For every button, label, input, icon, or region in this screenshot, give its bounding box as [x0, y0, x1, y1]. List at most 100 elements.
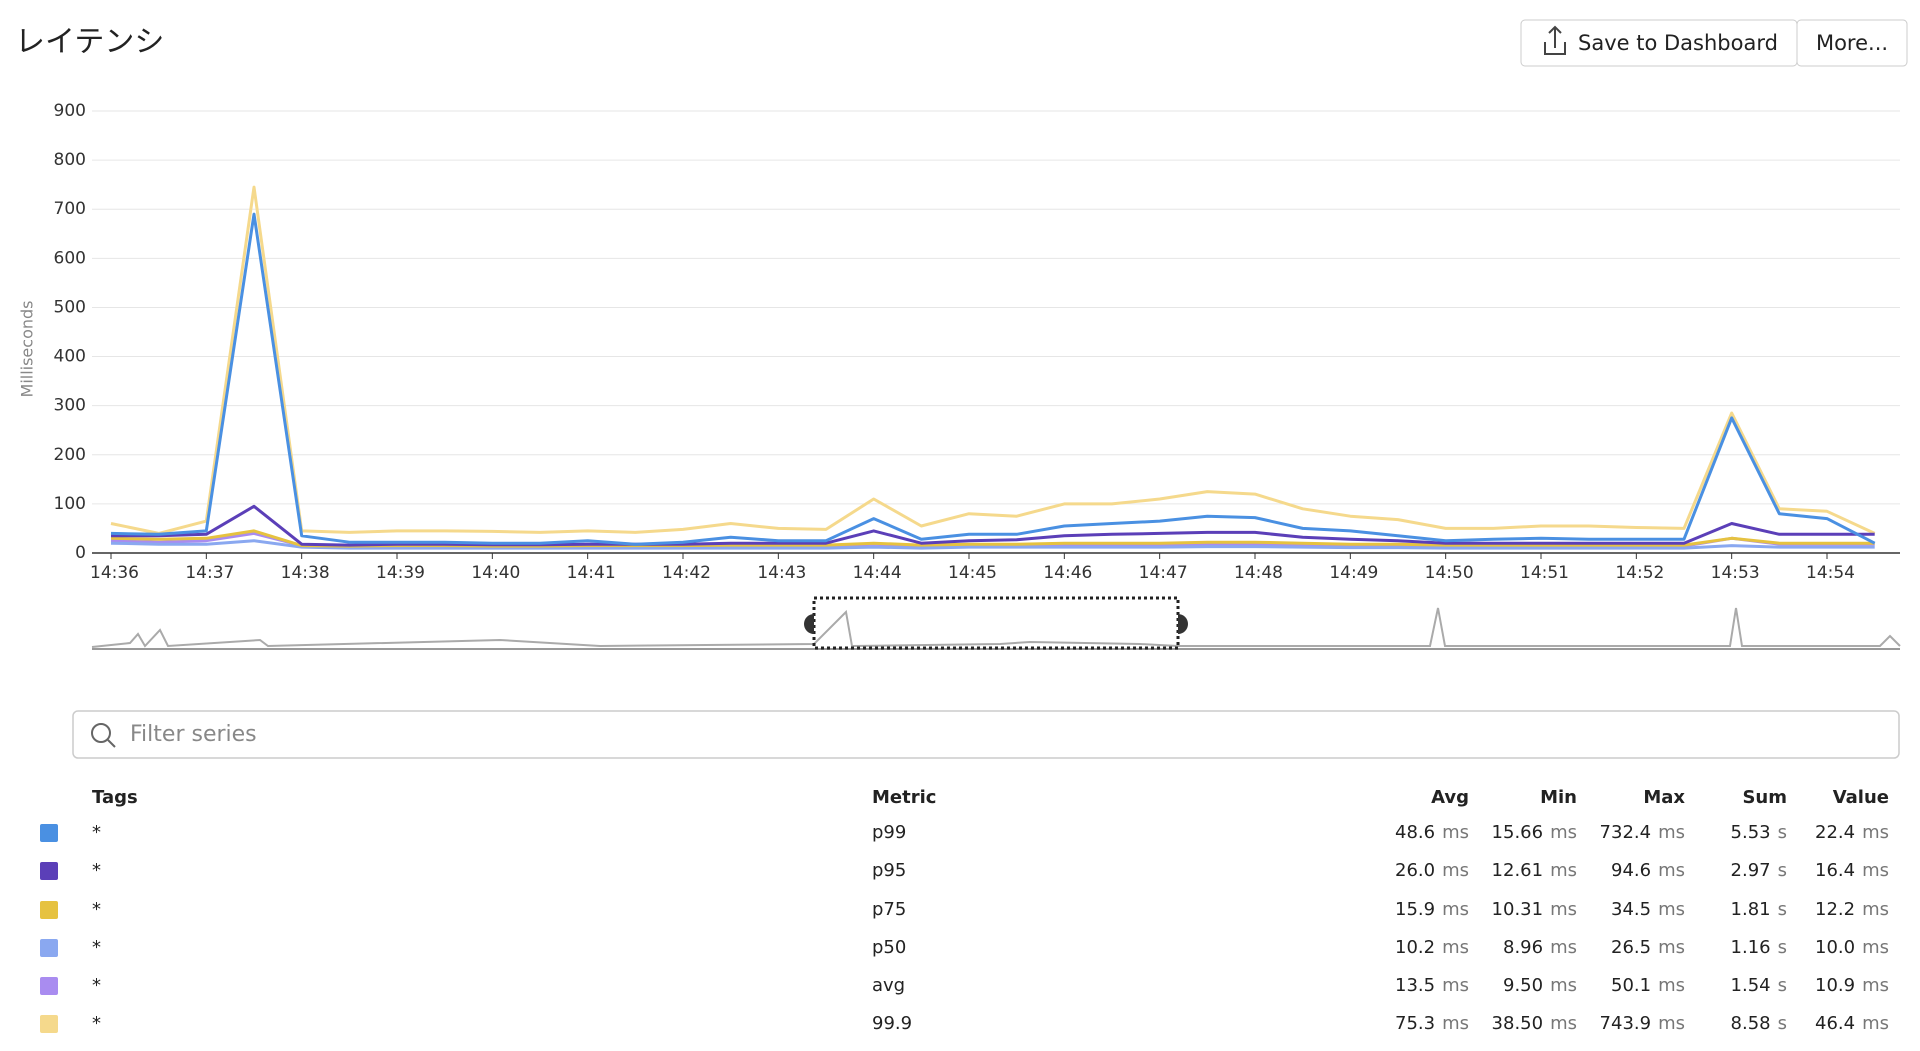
x-tick-label: 14:38	[281, 563, 330, 583]
stat-unit: s	[1778, 822, 1787, 843]
metric-cell: p95	[872, 860, 906, 881]
x-tick-label: 14:43	[757, 563, 806, 583]
stat-value: 732.4	[1600, 822, 1652, 843]
stat-value: 12.61	[1492, 860, 1544, 881]
stat-value: 16.4	[1815, 860, 1855, 881]
stat-unit: ms	[1658, 899, 1685, 920]
stat-unit: ms	[1658, 975, 1685, 996]
x-tick-label: 14:54	[1806, 563, 1855, 583]
stat-unit: s	[1778, 937, 1787, 958]
stat-value: 75.3	[1395, 1013, 1435, 1034]
save-button[interactable]: Save to Dashboard	[1520, 19, 1798, 67]
stat-unit: ms	[1442, 822, 1469, 843]
stat-unit: s	[1778, 975, 1787, 996]
stat-cell: 34.5 ms	[1611, 899, 1685, 920]
stat-value: 34.5	[1611, 899, 1651, 920]
navigator[interactable]	[91, 596, 1901, 650]
x-tick-label: 14:47	[1139, 563, 1188, 583]
metric-cell: avg	[872, 975, 905, 996]
stat-value: 15.9	[1395, 899, 1435, 920]
stat-cell: 16.4 ms	[1815, 860, 1889, 881]
stat-value: 9.50	[1503, 975, 1543, 996]
stat-value: 46.4	[1815, 1013, 1855, 1034]
stat-cell: 9.50 ms	[1503, 975, 1577, 996]
more-button[interactable]: More...	[1796, 19, 1908, 67]
y-tick-label: 400	[54, 347, 86, 367]
y-tick-label: 500	[54, 297, 86, 317]
y-tick-label: 800	[54, 150, 86, 170]
stat-cell: 8.58 s	[1731, 1013, 1787, 1034]
x-tick-label: 14:52	[1615, 563, 1664, 583]
stat-value: 26.0	[1395, 860, 1435, 881]
stat-cell: 732.4 ms	[1600, 822, 1685, 843]
series-line	[110, 185, 1876, 535]
stat-cell: 1.16 s	[1731, 937, 1787, 958]
stat-cell: 743.9 ms	[1600, 1013, 1685, 1034]
stat-cell: 48.6 ms	[1395, 822, 1469, 843]
legend-swatch	[40, 862, 58, 880]
y-tick-label: 0	[75, 543, 86, 563]
column-header: Avg	[1431, 787, 1469, 808]
stat-cell: 15.9 ms	[1395, 899, 1469, 920]
stat-unit: ms	[1442, 975, 1469, 996]
stat-unit: ms	[1550, 822, 1577, 843]
stat-unit: ms	[1550, 899, 1577, 920]
series-line	[110, 212, 1876, 546]
stat-value: 5.53	[1731, 822, 1771, 843]
filter-box[interactable]: Filter series	[72, 710, 1900, 759]
y-tick-label: 200	[54, 445, 86, 465]
stat-unit: ms	[1442, 899, 1469, 920]
column-header: Tags	[92, 787, 138, 808]
stat-unit: ms	[1862, 975, 1889, 996]
stat-unit: ms	[1658, 860, 1685, 881]
stat-cell: 10.2 ms	[1395, 937, 1469, 958]
button-label: Save to Dashboard	[1578, 31, 1778, 55]
stat-cell: 94.6 ms	[1611, 860, 1685, 881]
stat-cell: 1.54 s	[1731, 975, 1787, 996]
legend-swatch	[40, 939, 58, 957]
stat-cell: 10.9 ms	[1815, 975, 1889, 996]
stat-unit: ms	[1658, 1013, 1685, 1034]
stat-unit: ms	[1658, 937, 1685, 958]
stat-unit: ms	[1550, 937, 1577, 958]
stat-cell: 8.96 ms	[1503, 937, 1577, 958]
stat-value: 15.66	[1492, 822, 1544, 843]
x-tick-label: 14:46	[1043, 563, 1092, 583]
x-tick-label: 14:42	[662, 563, 711, 583]
stat-cell: 12.61 ms	[1492, 860, 1577, 881]
button-label: More...	[1816, 31, 1888, 55]
legend-swatch	[40, 1015, 58, 1033]
stat-cell: 5.53 s	[1731, 822, 1787, 843]
stat-value: 50.1	[1611, 975, 1651, 996]
x-tick-label: 14:36	[90, 563, 139, 583]
metric-cell: 99.9	[872, 1013, 912, 1034]
stat-cell: 75.3 ms	[1395, 1013, 1469, 1034]
stat-value: 743.9	[1600, 1013, 1652, 1034]
metric-cell: p75	[872, 899, 906, 920]
stat-unit: s	[1778, 1013, 1787, 1034]
stat-value: 26.5	[1611, 937, 1651, 958]
stat-value: 10.2	[1395, 937, 1435, 958]
column-header: Sum	[1742, 787, 1787, 808]
stat-cell: 26.0 ms	[1395, 860, 1469, 881]
stat-cell: 26.5 ms	[1611, 937, 1685, 958]
x-tick-label: 14:40	[471, 563, 520, 583]
y-tick-label: 600	[54, 248, 86, 268]
x-tick-label: 14:39	[376, 563, 425, 583]
stat-value: 8.58	[1731, 1013, 1771, 1034]
stat-unit: ms	[1442, 860, 1469, 881]
tag-cell: *	[92, 899, 101, 920]
stat-unit: ms	[1862, 899, 1889, 920]
legend-swatch	[40, 977, 58, 995]
stat-cell: 1.81 s	[1731, 899, 1787, 920]
stat-value: 22.4	[1815, 822, 1855, 843]
stat-value: 38.50	[1492, 1013, 1544, 1034]
legend-swatch	[40, 901, 58, 919]
legend-swatch	[40, 824, 58, 842]
stat-cell: 12.2 ms	[1815, 899, 1889, 920]
tag-cell: *	[92, 975, 101, 996]
stat-unit: s	[1778, 860, 1787, 881]
stat-unit: ms	[1550, 975, 1577, 996]
stat-value: 10.31	[1492, 899, 1544, 920]
y-tick-label: 100	[54, 494, 86, 514]
